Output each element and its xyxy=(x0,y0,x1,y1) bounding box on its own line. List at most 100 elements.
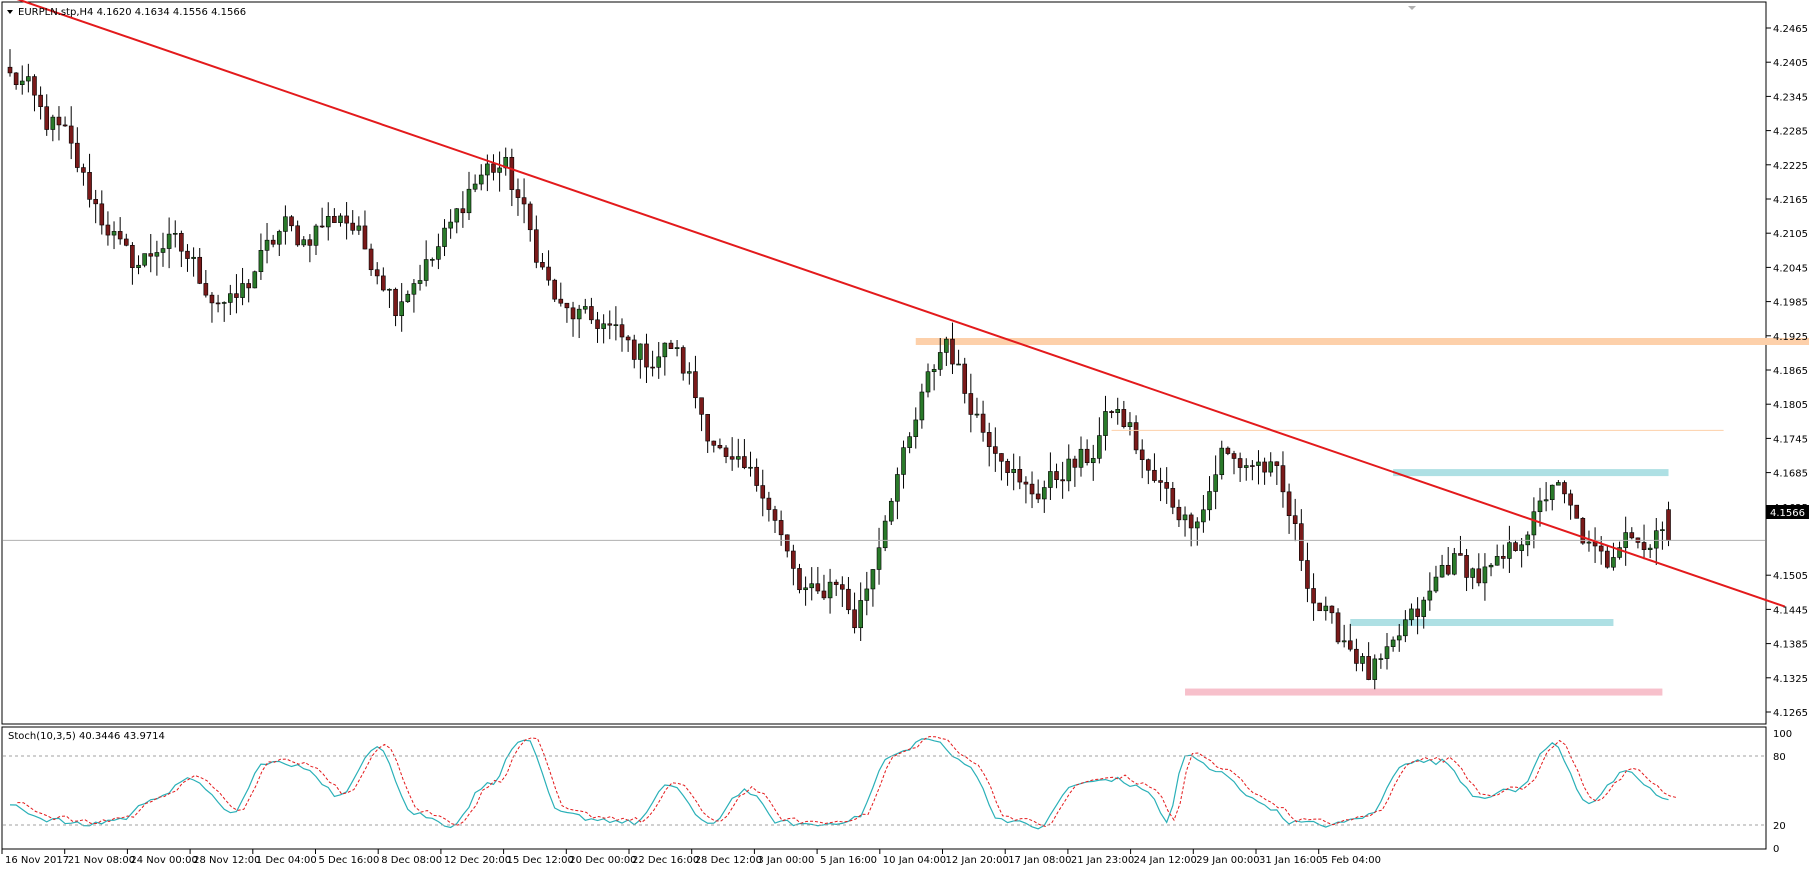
time-tick-label: 10 Jan 04:00 xyxy=(883,855,946,866)
candle xyxy=(1384,633,1390,670)
stochastic-label: Stoch(10,3,5) 40.3446 43.9714 xyxy=(8,731,165,742)
candle xyxy=(7,49,13,77)
upper-range-zone xyxy=(1393,469,1669,477)
stochastic-level-label: 0 xyxy=(1773,844,1779,855)
candle xyxy=(913,407,919,449)
candle xyxy=(387,288,392,308)
candle xyxy=(478,164,484,191)
stochastic-main-line xyxy=(9,738,1669,830)
candle xyxy=(56,106,62,141)
candle xyxy=(797,563,802,594)
candle xyxy=(1482,553,1488,601)
candle xyxy=(417,264,423,291)
candle xyxy=(123,233,129,247)
candle xyxy=(791,544,796,586)
candle xyxy=(858,582,863,642)
candle xyxy=(833,579,839,596)
candle xyxy=(644,333,649,384)
candle xyxy=(44,94,50,136)
candle xyxy=(325,202,331,241)
candle xyxy=(1445,547,1451,576)
candle xyxy=(264,222,270,264)
candle xyxy=(888,498,894,526)
time-tick-label: 24 Jan 12:00 xyxy=(1134,855,1197,866)
candle xyxy=(1519,537,1524,568)
candle xyxy=(1109,410,1114,419)
candle xyxy=(742,439,747,470)
candle xyxy=(246,279,251,303)
trendline[interactable] xyxy=(10,0,1786,608)
candle xyxy=(221,301,227,322)
candle xyxy=(705,413,710,453)
candle xyxy=(1005,458,1010,486)
price-axis: 4.2465 4.2405 4.2345 4.2285 4.2225 4.2165 4.21… xyxy=(1766,24,1808,719)
candle xyxy=(1207,476,1212,521)
candle xyxy=(638,343,643,379)
candle xyxy=(1354,638,1359,672)
current-price-marker: 4.1566 xyxy=(1766,505,1809,519)
time-tick-label: 5 Feb 04:00 xyxy=(1322,855,1381,866)
candle xyxy=(258,233,264,280)
candle xyxy=(117,217,123,245)
candle xyxy=(1556,480,1561,486)
candle xyxy=(1103,395,1108,451)
candle xyxy=(540,252,545,270)
candle xyxy=(1127,412,1133,436)
candle xyxy=(980,400,986,442)
candle xyxy=(1452,547,1457,576)
candle xyxy=(656,342,662,379)
time-tick-label: 3 Jan 00:00 xyxy=(757,855,814,866)
candle xyxy=(234,274,239,314)
candle xyxy=(374,262,380,285)
candle xyxy=(968,373,974,433)
price-tick-label: 4.2405 xyxy=(1773,58,1808,69)
chart-menu-icon[interactable] xyxy=(7,10,13,14)
candle xyxy=(338,213,343,227)
candle xyxy=(87,153,92,208)
candle xyxy=(466,171,472,221)
price-tick-label: 4.2225 xyxy=(1773,161,1808,172)
candle xyxy=(852,592,857,634)
price-tick-label: 4.1985 xyxy=(1773,298,1808,309)
candle xyxy=(1329,605,1335,624)
candle xyxy=(674,340,680,357)
candle xyxy=(723,445,729,464)
time-tick-label: 29 Jan 00:00 xyxy=(1196,855,1259,866)
candle xyxy=(815,566,821,594)
candle xyxy=(1653,517,1659,565)
price-tick-label: 4.1925 xyxy=(1773,332,1808,343)
time-tick-label: 28 Dec 12:00 xyxy=(695,855,762,866)
candle xyxy=(497,151,502,192)
candle xyxy=(1023,476,1029,504)
candle xyxy=(821,574,827,600)
candle xyxy=(650,350,655,377)
candle xyxy=(729,437,735,471)
scroll-marker-icon[interactable] xyxy=(1408,6,1416,10)
time-tick-label: 12 Jan 20:00 xyxy=(946,855,1009,866)
candle xyxy=(754,458,759,492)
candle xyxy=(1256,450,1261,485)
candle xyxy=(1182,506,1188,537)
candle xyxy=(1341,624,1347,648)
candle xyxy=(332,208,337,223)
candle xyxy=(19,65,25,95)
candle xyxy=(1562,480,1567,504)
candle xyxy=(687,362,692,385)
candle xyxy=(564,302,570,323)
candle xyxy=(32,74,37,112)
candle xyxy=(381,267,386,292)
candle xyxy=(252,270,258,289)
candle xyxy=(1176,499,1182,527)
candle xyxy=(1507,525,1512,573)
candle xyxy=(668,339,674,349)
candle xyxy=(405,290,411,303)
candle xyxy=(576,304,582,339)
candle xyxy=(1390,636,1396,652)
candle xyxy=(1054,463,1059,489)
candle xyxy=(62,116,68,127)
candle xyxy=(130,242,135,285)
candle xyxy=(1243,458,1249,481)
candle xyxy=(1396,624,1402,652)
symbol-header: EURPLN.stp,H4 4.1620 4.1634 4.1556 4.156… xyxy=(18,7,246,18)
